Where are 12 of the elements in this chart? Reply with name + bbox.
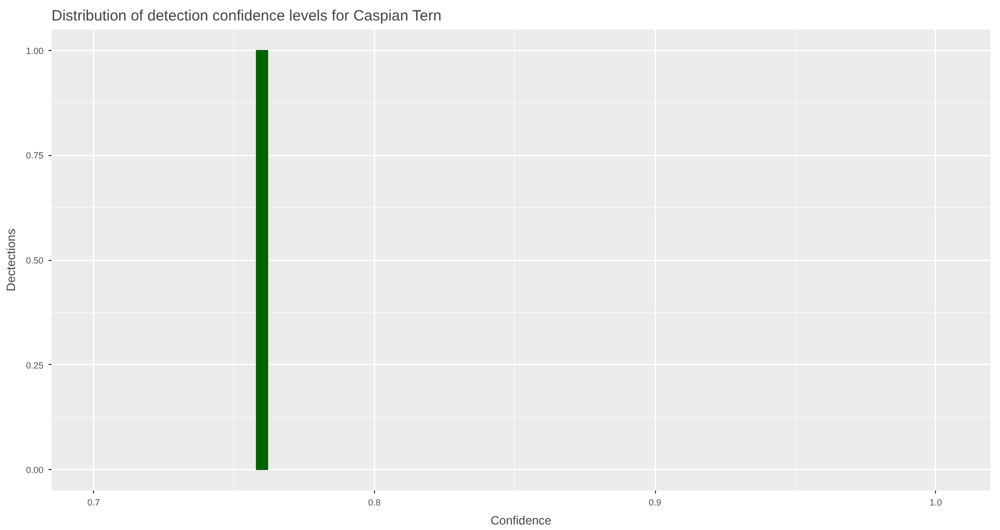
- y-tick-label: 0.50: [26, 256, 44, 266]
- x-axis-title: Confidence: [490, 514, 552, 528]
- y-axis-title: Dectections: [4, 228, 18, 292]
- y-tick-label: 0.75: [26, 150, 44, 161]
- chart-title: Distribution of detection confidence levels for Caspian Tern: [52, 8, 442, 24]
- y-tick-label: 0.00: [26, 465, 44, 476]
- x-tick-label: 1.0: [930, 498, 942, 508]
- x-tick-label: 0.8: [368, 498, 381, 508]
- x-tick-label: 0.9: [648, 498, 662, 508]
- x-tick-label: 0.7: [87, 498, 100, 508]
- y-tick-label: 0.25: [26, 360, 44, 370]
- y-tick-label: 1.00: [26, 46, 44, 56]
